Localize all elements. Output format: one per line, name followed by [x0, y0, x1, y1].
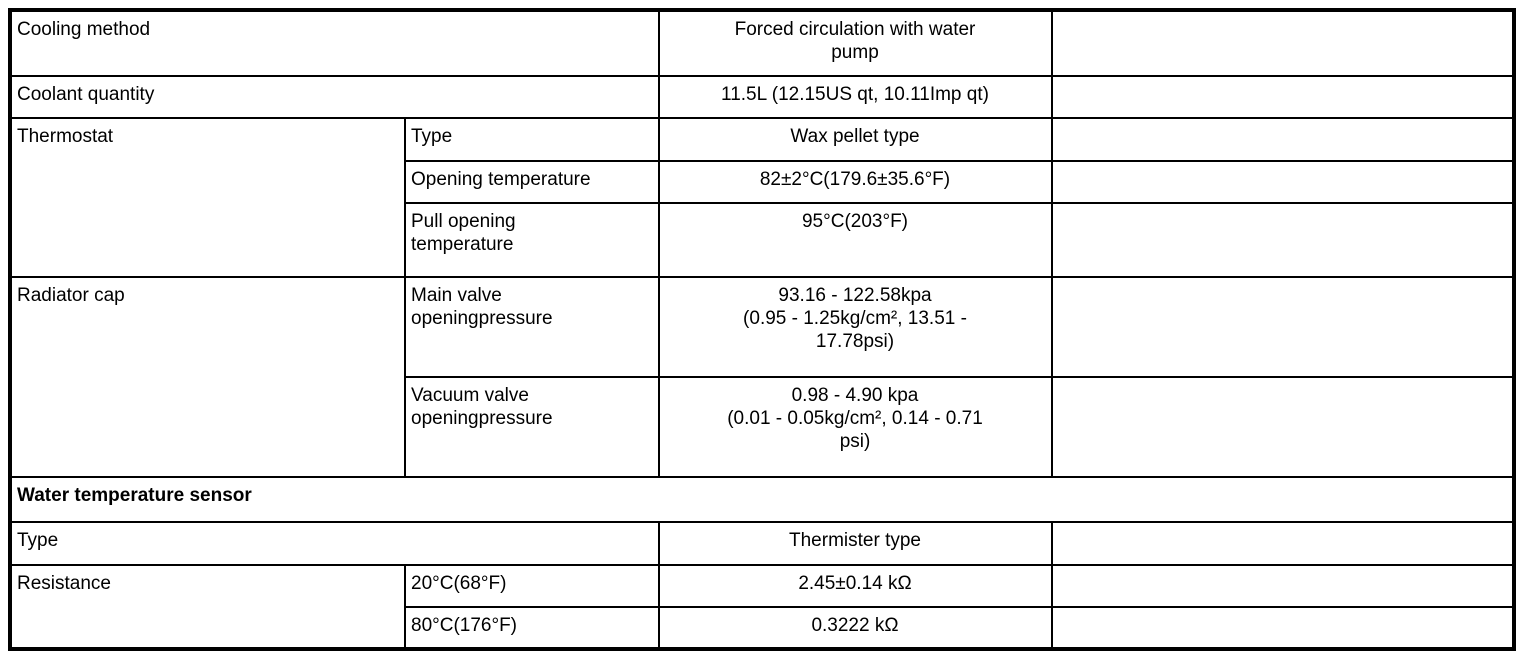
thermostat-type-label: Type [404, 117, 660, 162]
cooling-system-spec-table: Cooling method Forced circulation with w… [8, 8, 1516, 651]
thermostat-type-value: Wax pellet type [658, 117, 1053, 162]
table-row: Opening temperature 82±2°C(179.6±35.6°F) [10, 160, 1515, 204]
resistance-20c-value: 2.45±0.14 kΩ [658, 564, 1053, 608]
opening-temperature-label: Opening temperature [404, 160, 660, 204]
table-row: Vacuum valve openingpressure 0.98 - 4.90… [10, 376, 1515, 478]
empty-cell [1051, 75, 1515, 119]
vacuum-valve-pressure-label: Vacuum valve openingpressure [404, 376, 660, 478]
table-row: Radiator cap Main valve openingpressure … [9, 276, 1515, 478]
coolant-quantity-label: Coolant quantity [9, 75, 660, 119]
pull-opening-temperature-value: 95°C(203°F) [658, 202, 1053, 278]
table-row: Resistance 20°C(68°F) 2.45±0.14 kΩ [9, 564, 1515, 650]
thermostat-label: Thermostat [9, 117, 406, 278]
resistance-80c-value: 0.3222 kΩ [658, 606, 1053, 650]
empty-cell [1051, 9, 1515, 77]
cooling-method-value: Forced circulation with water pump [658, 9, 1053, 77]
empty-cell [1051, 117, 1515, 162]
water-temperature-sensor-section-header: Water temperature sensor [9, 476, 1515, 523]
empty-cell [1051, 276, 1515, 378]
pull-opening-temperature-label: Pull opening temperature [404, 202, 660, 278]
table-row: Pull opening temperature 95°C(203°F) [10, 202, 1515, 278]
table-row: Thermostat Type Wax pellet type [9, 117, 1515, 278]
radiator-cap-label: Radiator cap [9, 276, 406, 478]
main-valve-pressure-value: 93.16 - 122.58kpa (0.95 - 1.25kg/cm², 13… [658, 276, 1053, 378]
cooling-method-label: Cooling method [9, 9, 660, 77]
resistance-80c-label: 80°C(176°F) [404, 606, 660, 650]
sensor-type-value: Thermister type [658, 521, 1053, 566]
empty-cell [1051, 376, 1515, 478]
coolant-quantity-value: 11.5L (12.15US qt, 10.11Imp qt) [658, 75, 1053, 119]
table-row: Cooling method Forced circulation with w… [9, 9, 1515, 77]
table-row: Coolant quantity 11.5L (12.15US qt, 10.1… [9, 75, 1515, 119]
main-valve-pressure-label: Main valve openingpressure [404, 276, 660, 378]
resistance-20c-label: 20°C(68°F) [404, 564, 660, 608]
empty-cell [1051, 160, 1515, 204]
table-row: Water temperature sensor [9, 476, 1515, 523]
sensor-type-label: Type [9, 521, 660, 566]
table-row: 80°C(176°F) 0.3222 kΩ [10, 606, 1515, 650]
vacuum-valve-pressure-value: 0.98 - 4.90 kpa (0.01 - 0.05kg/cm², 0.14… [658, 376, 1053, 478]
empty-cell [1051, 606, 1515, 650]
resistance-label: Resistance [9, 564, 406, 650]
empty-cell [1051, 521, 1515, 566]
empty-cell [1051, 202, 1515, 278]
table-row: Type Thermister type [9, 521, 1515, 566]
empty-cell [1051, 564, 1515, 608]
opening-temperature-value: 82±2°C(179.6±35.6°F) [658, 160, 1053, 204]
